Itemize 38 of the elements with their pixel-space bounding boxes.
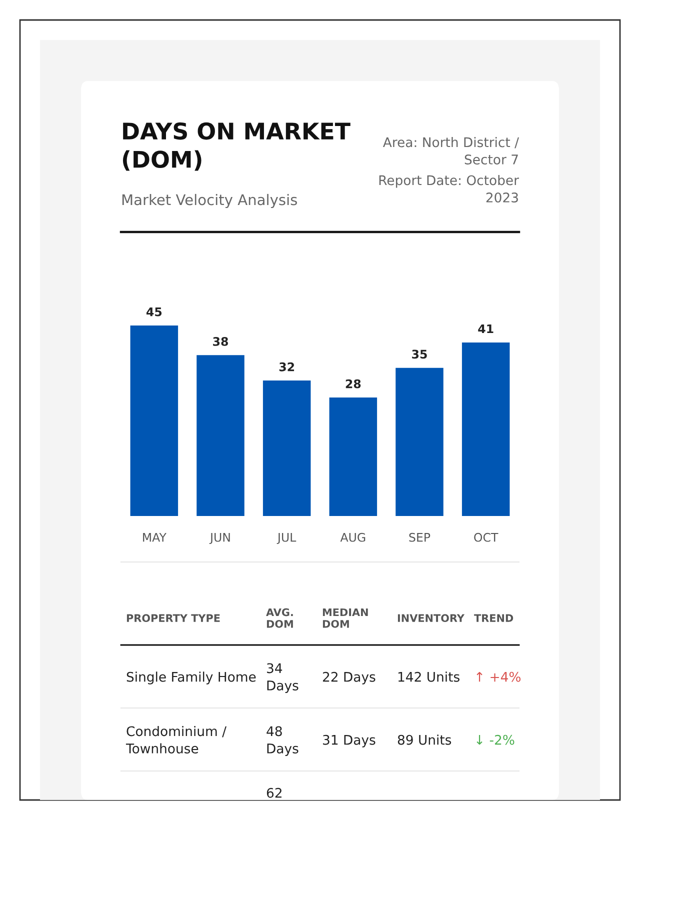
bar [329, 397, 378, 516]
text: TREND [474, 614, 514, 622]
text: MEDIAN DOM [322, 608, 368, 628]
bar [196, 355, 244, 516]
text: ↓ -2% [476, 734, 514, 745]
x-tick-label: JUL [276, 533, 296, 544]
data-label: 28 [346, 379, 361, 388]
x-tick-label: AUG [340, 532, 366, 542]
bar [130, 326, 178, 516]
text: 89 Units [398, 734, 452, 745]
text: Report Date: October 2023 [379, 175, 519, 202]
text: Area: North District / Sector 7 [382, 137, 520, 164]
text: 62 [266, 788, 282, 798]
data-label: 41 [478, 324, 494, 334]
data-label: 35 [412, 350, 427, 359]
text: ↑ +4% [476, 672, 521, 682]
text: 34 Days [267, 663, 298, 694]
text: INVENTORY [398, 614, 465, 622]
text: PROPERTY TYPE [126, 614, 220, 622]
chart-subtitle: Market Velocity Analysis [122, 194, 297, 208]
x-tick-label: MAY [143, 533, 166, 542]
data-label: 32 [279, 362, 294, 372]
text: 22 Days [322, 672, 376, 684]
x-tick-label: OCT [474, 532, 498, 542]
chart-title: DAYS ON MARKET (DOM) [122, 122, 350, 171]
x-tick-label: JUN [209, 533, 230, 544]
text: 48 Days [266, 726, 298, 756]
text: Condominium / Townhouse [126, 726, 226, 754]
data-label: 38 [213, 336, 228, 346]
text: AVG. DOM [266, 608, 293, 628]
bar [396, 368, 444, 516]
text: 31 Days [323, 734, 376, 748]
text: Single Family Home [126, 672, 256, 684]
bar [262, 380, 311, 516]
x-tick-label: SEP [409, 532, 430, 542]
text: 142 Units [398, 672, 460, 682]
data-label: 45 [146, 308, 162, 316]
bar [462, 342, 510, 516]
